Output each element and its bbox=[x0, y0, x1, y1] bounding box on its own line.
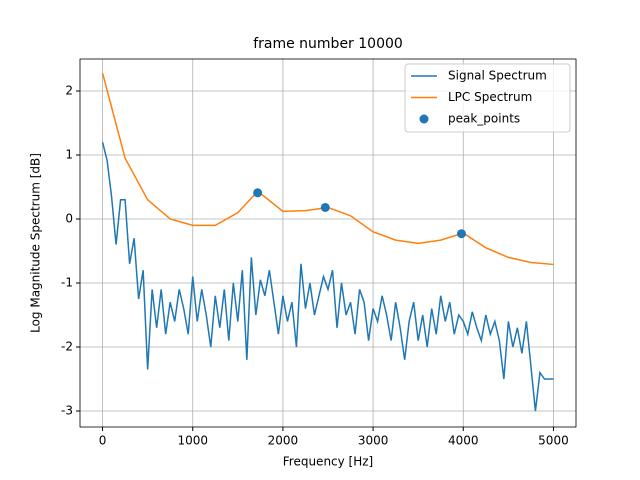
y-tick-label: -2 bbox=[61, 340, 73, 354]
legend-box bbox=[404, 63, 571, 133]
plot-frame bbox=[79, 58, 577, 428]
y-tick-label: -1 bbox=[61, 276, 73, 290]
x-tick-label: 4000 bbox=[448, 434, 479, 448]
series-line bbox=[101, 142, 554, 412]
legend-marker bbox=[419, 114, 429, 124]
y-tick-label: 0 bbox=[65, 212, 73, 226]
legend-label: Signal Spectrum bbox=[448, 69, 547, 83]
peak-point bbox=[456, 229, 466, 239]
legend-label: LPC Spectrum bbox=[448, 90, 532, 104]
x-tick-label: 1000 bbox=[177, 434, 208, 448]
y-axis-label: Log Magnitude Spectrum [dB] bbox=[29, 153, 43, 333]
peak-point bbox=[320, 202, 330, 212]
series-line bbox=[101, 72, 554, 266]
y-tick-label: 1 bbox=[65, 148, 73, 162]
x-tick-label: 3000 bbox=[358, 434, 389, 448]
x-tick-label: 0 bbox=[99, 434, 107, 448]
peak-point bbox=[253, 188, 263, 198]
x-axis-label: Frequency [Hz] bbox=[283, 455, 374, 469]
y-tick-label: -3 bbox=[61, 404, 73, 418]
x-tick-label: 5000 bbox=[538, 434, 569, 448]
chart-title: frame number 10000 bbox=[253, 36, 403, 52]
y-tick-label: 2 bbox=[65, 84, 73, 98]
legend-label: peak_points bbox=[448, 112, 520, 126]
x-tick-label: 2000 bbox=[268, 434, 299, 448]
